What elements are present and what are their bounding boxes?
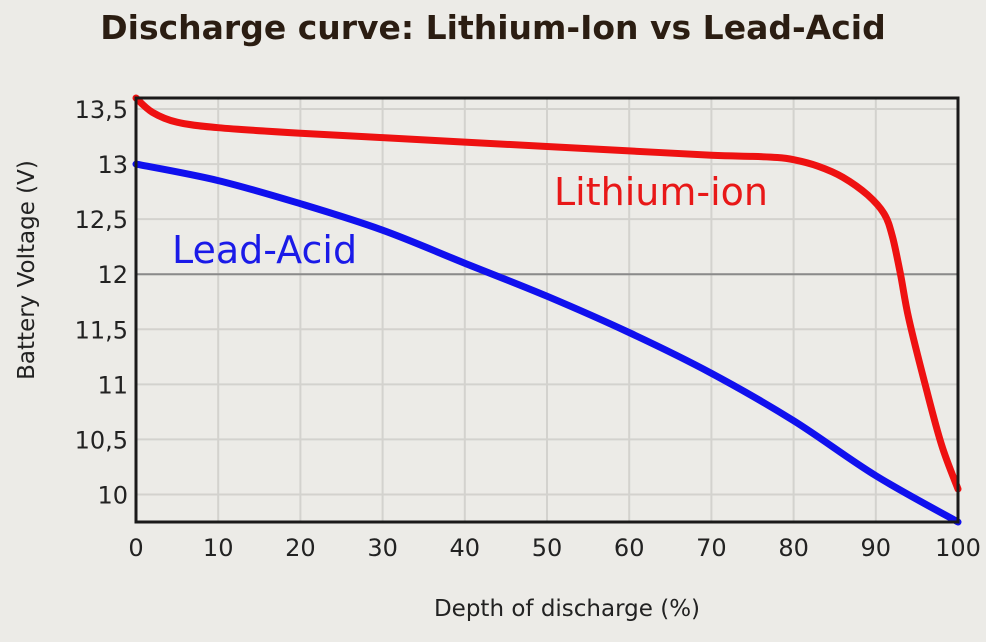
- x-axis-label: Depth of discharge (%): [434, 596, 700, 622]
- y-tick-label: 10: [97, 481, 128, 509]
- x-tick-label: 90: [861, 534, 892, 562]
- y-tick-label: 12: [97, 261, 128, 289]
- y-tick-labels: 10 10,5 11 11,5 12 12,5 13 13,5: [75, 96, 128, 509]
- x-tick-label: 0: [128, 534, 143, 562]
- series-label-lead-acid: Lead-Acid: [172, 228, 357, 272]
- x-tick-label: 50: [532, 534, 563, 562]
- x-tick-label: 10: [203, 534, 234, 562]
- x-tick-label: 80: [778, 534, 809, 562]
- x-tick-labels: 0 10 20 30 40 50 60 70 80 90 100: [128, 534, 981, 562]
- x-tick-label: 30: [367, 534, 398, 562]
- y-tick-label: 10,5: [75, 426, 128, 454]
- x-tick-label: 20: [285, 534, 316, 562]
- y-tick-label: 11: [97, 371, 128, 399]
- x-tick-label: 70: [696, 534, 727, 562]
- y-tick-label: 12,5: [75, 206, 128, 234]
- y-tick-label: 13: [97, 151, 128, 179]
- y-axis-label: Battery Voltage (V): [14, 160, 40, 380]
- chart-title: Discharge curve: Lithium-Ion vs Lead-Aci…: [100, 8, 886, 47]
- series-line-lead-acid: [132, 160, 962, 526]
- plot-frame: [134, 96, 960, 524]
- series-lines: [132, 94, 962, 526]
- series-label-lithium: Lithium-ion: [554, 170, 768, 214]
- y-tick-label: 13,5: [75, 96, 128, 124]
- x-tick-label: 60: [614, 534, 645, 562]
- y-tick-label: 11,5: [75, 316, 128, 344]
- series-line-lithium-ion: [132, 94, 962, 493]
- x-tick-label: 100: [935, 534, 981, 562]
- x-tick-label: 40: [450, 534, 481, 562]
